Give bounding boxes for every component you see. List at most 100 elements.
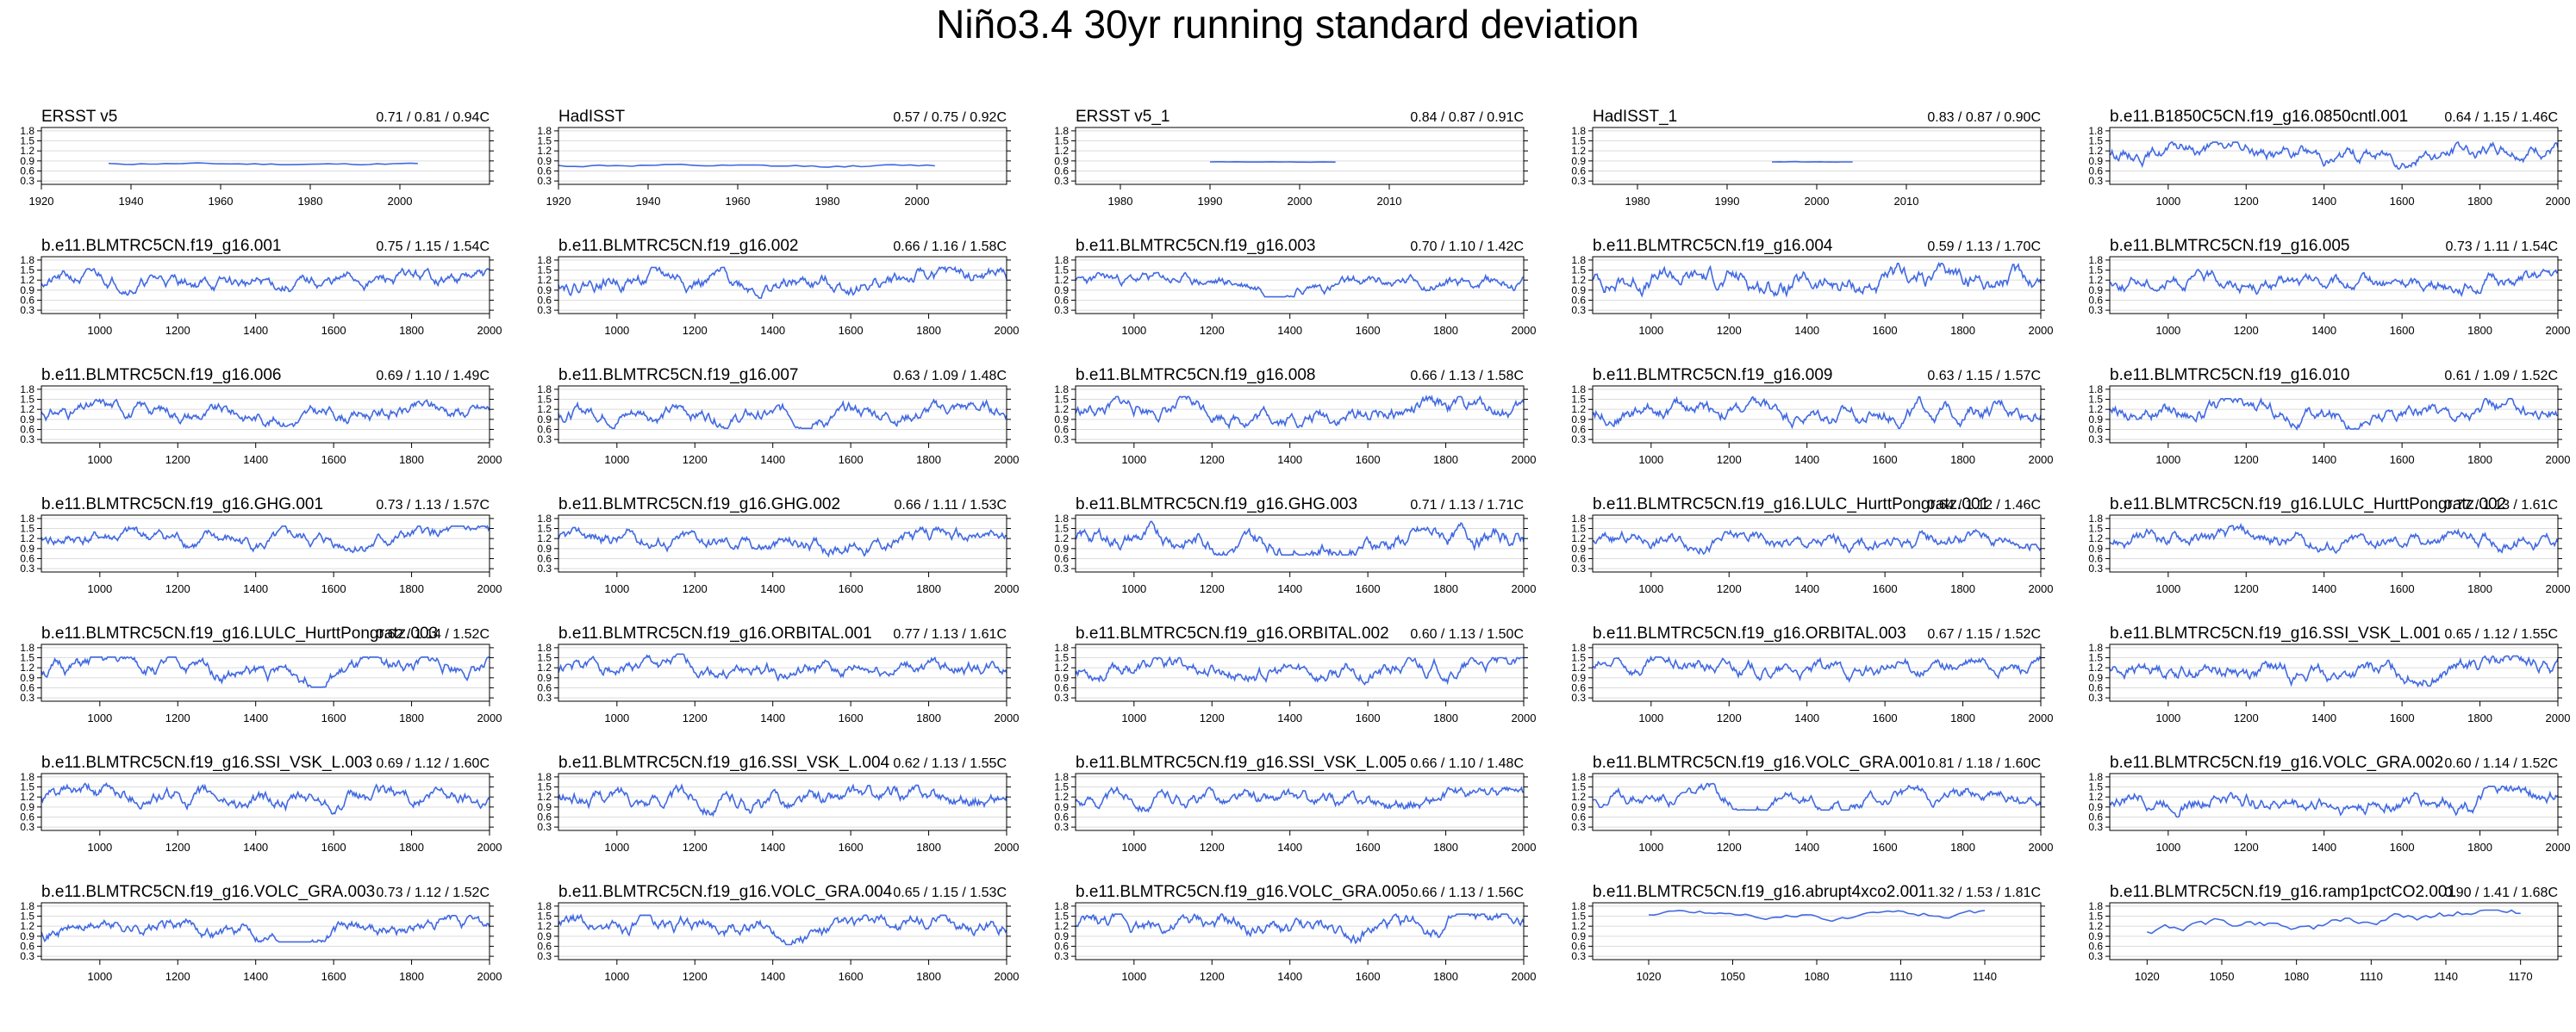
plot-frame xyxy=(2109,514,2559,573)
panel-title: b.e11.B1850C5CN.f19_g16.0850cntl.001 xyxy=(2110,108,2408,126)
x-tick-label: 1200 xyxy=(683,582,708,595)
x-tick-label: 1000 xyxy=(87,841,112,854)
y-tick-label: 0.9 xyxy=(1054,672,1069,684)
x-tick-label: 1800 xyxy=(399,970,424,983)
panel-title: b.e11.BLMTRC5CN.f19_g16.008 xyxy=(1076,366,1315,384)
x-tick-label: 1200 xyxy=(165,841,190,854)
series-line xyxy=(1075,912,1525,945)
x-tick-label: 1000 xyxy=(87,324,112,337)
panel-title: ERSST v5 xyxy=(41,108,117,126)
y-tick-label: 0.3 xyxy=(1571,950,1586,962)
series-line xyxy=(1592,782,2042,811)
y-tick-label: 0.6 xyxy=(2088,423,2103,435)
y-tick-label: 0.6 xyxy=(20,165,34,177)
x-tick-label: 1400 xyxy=(1794,453,1819,466)
x-tick-label: 1200 xyxy=(165,453,190,466)
x-tick-label: 1400 xyxy=(1794,582,1819,595)
x-tick-label: 1600 xyxy=(321,970,346,983)
chart-panel: b.e11.BLMTRC5CN.f19_g16.ORBITAL.001 0.77 … xyxy=(537,625,1019,724)
panel-title: b.e11.BLMTRC5CN.f19_g16.003 xyxy=(1076,237,1315,255)
series-line xyxy=(1771,160,1853,164)
y-tick-label: 0.6 xyxy=(1571,165,1586,177)
x-tick-label: 2000 xyxy=(477,324,502,337)
y-tick-label: 1.5 xyxy=(20,135,34,147)
y-tick-label: 0.9 xyxy=(537,413,552,426)
y-tick-label: 0.6 xyxy=(1054,552,1069,564)
y-tick-label: 0.9 xyxy=(1571,284,1586,296)
y-tick-label: 1.2 xyxy=(20,662,34,674)
y-tick-label: 1.5 xyxy=(20,781,34,793)
panel-title: b.e11.BLMTRC5CN.f19_g16.006 xyxy=(41,366,281,384)
x-tick-label: 1800 xyxy=(1950,712,1975,724)
x-tick-label: 1920 xyxy=(29,195,54,208)
y-tick-label: 0.6 xyxy=(2088,940,2103,952)
x-tick-label: 1400 xyxy=(1277,324,1302,337)
y-tick-label: 1.8 xyxy=(537,900,552,912)
panel-stats: 0.73 / 1.11 / 1.54C xyxy=(2446,239,2558,254)
y-tick-label: 1.5 xyxy=(537,652,552,664)
panel-stats: 0.69 / 1.10 / 1.49C xyxy=(376,369,490,383)
plot-frame xyxy=(1075,256,1525,314)
y-tick-label: 0.3 xyxy=(1571,563,1586,575)
x-tick-label: 1600 xyxy=(839,453,864,466)
chart-panel: b.e11.BLMTRC5CN.f19_g16.002 0.66 / 1.16 /… xyxy=(537,237,1019,337)
y-tick-label: 0.9 xyxy=(1054,284,1069,296)
y-tick-label: 0.3 xyxy=(537,821,552,833)
y-tick-label: 1.5 xyxy=(537,523,552,535)
y-tick-label: 1.2 xyxy=(2088,145,2103,157)
x-tick-label: 1400 xyxy=(1794,324,1819,337)
x-tick-label: 1000 xyxy=(1638,453,1663,466)
x-tick-label: 1400 xyxy=(1277,712,1302,724)
x-tick-label: 1200 xyxy=(2234,841,2259,854)
x-tick-label: 1940 xyxy=(636,195,661,208)
x-tick-label: 1800 xyxy=(399,324,424,337)
y-tick-label: 0.9 xyxy=(2088,543,2103,555)
y-tick-label: 0.6 xyxy=(2088,552,2103,564)
plot-frame xyxy=(41,514,490,573)
x-tick-label: 1400 xyxy=(2311,324,2336,337)
chart-panel: b.e11.BLMTRC5CN.f19_g16.008 0.66 / 1.13 /… xyxy=(1054,366,1536,466)
panel-stats: 0.71 / 1.13 / 1.71C xyxy=(1410,498,1524,513)
y-tick-label: 0.9 xyxy=(20,413,34,426)
panel-stats: 0.63 / 1.09 / 1.48C xyxy=(893,369,1007,383)
panel-title: b.e11.BLMTRC5CN.f19_g16.ramp1pctCO2.001 xyxy=(2110,883,2456,901)
x-tick-label: 1200 xyxy=(1200,970,1225,983)
y-tick-label: 0.9 xyxy=(537,284,552,296)
series-line xyxy=(1592,528,2042,556)
y-tick-label: 0.3 xyxy=(537,304,552,316)
x-tick-label: 1600 xyxy=(321,324,346,337)
y-tick-label: 0.9 xyxy=(1571,930,1586,942)
y-tick-label: 0.6 xyxy=(2088,165,2103,177)
x-tick-label: 1000 xyxy=(1638,324,1663,337)
x-tick-label: 1800 xyxy=(1950,324,1975,337)
x-tick-label: 1600 xyxy=(1356,582,1381,595)
chart-panel: b.e11.BLMTRC5CN.f19_g16.abrupt4xco2.001 1… xyxy=(1571,883,2045,983)
y-tick-label: 0.6 xyxy=(537,552,552,564)
y-tick-label: 1.8 xyxy=(2088,125,2103,137)
plot-frame xyxy=(2109,127,2559,185)
panel-title: b.e11.BLMTRC5CN.f19_g16.004 xyxy=(1593,237,1833,255)
x-tick-label: 1000 xyxy=(1638,841,1663,854)
x-tick-label: 1200 xyxy=(1717,453,1742,466)
y-tick-label: 0.3 xyxy=(1054,433,1069,445)
x-tick-label: 1400 xyxy=(1277,970,1302,983)
x-tick-label: 1600 xyxy=(1356,841,1381,854)
y-tick-label: 1.8 xyxy=(1054,513,1069,525)
x-tick-label: 1000 xyxy=(604,712,629,724)
y-tick-label: 1.5 xyxy=(20,523,34,535)
x-tick-label: 1800 xyxy=(916,841,941,854)
y-tick-label: 0.9 xyxy=(1054,413,1069,426)
chart-panel: b.e11.BLMTRC5CN.f19_g16.007 0.63 / 1.09 /… xyxy=(537,366,1019,466)
y-tick-label: 1.8 xyxy=(20,254,34,266)
x-tick-label: 1020 xyxy=(1637,970,1662,983)
chart-panel: b.e11.BLMTRC5CN.f19_g16.VOLC_GRA.001 0.81… xyxy=(1571,754,2053,854)
x-tick-label: 2000 xyxy=(905,195,930,208)
series-line xyxy=(558,163,935,168)
panel-stats: 0.59 / 1.13 / 1.70C xyxy=(1927,239,2041,254)
panel-stats: 0.67 / 1.15 / 1.52C xyxy=(1927,627,2041,642)
series-line xyxy=(41,781,490,815)
figure-title: Niño3.4 30yr running standard deviation xyxy=(936,2,1639,47)
panel-stats: 0.65 / 1.12 / 1.55C xyxy=(2444,627,2558,642)
y-tick-label: 0.3 xyxy=(537,692,552,704)
y-tick-label: 0.6 xyxy=(537,940,552,952)
